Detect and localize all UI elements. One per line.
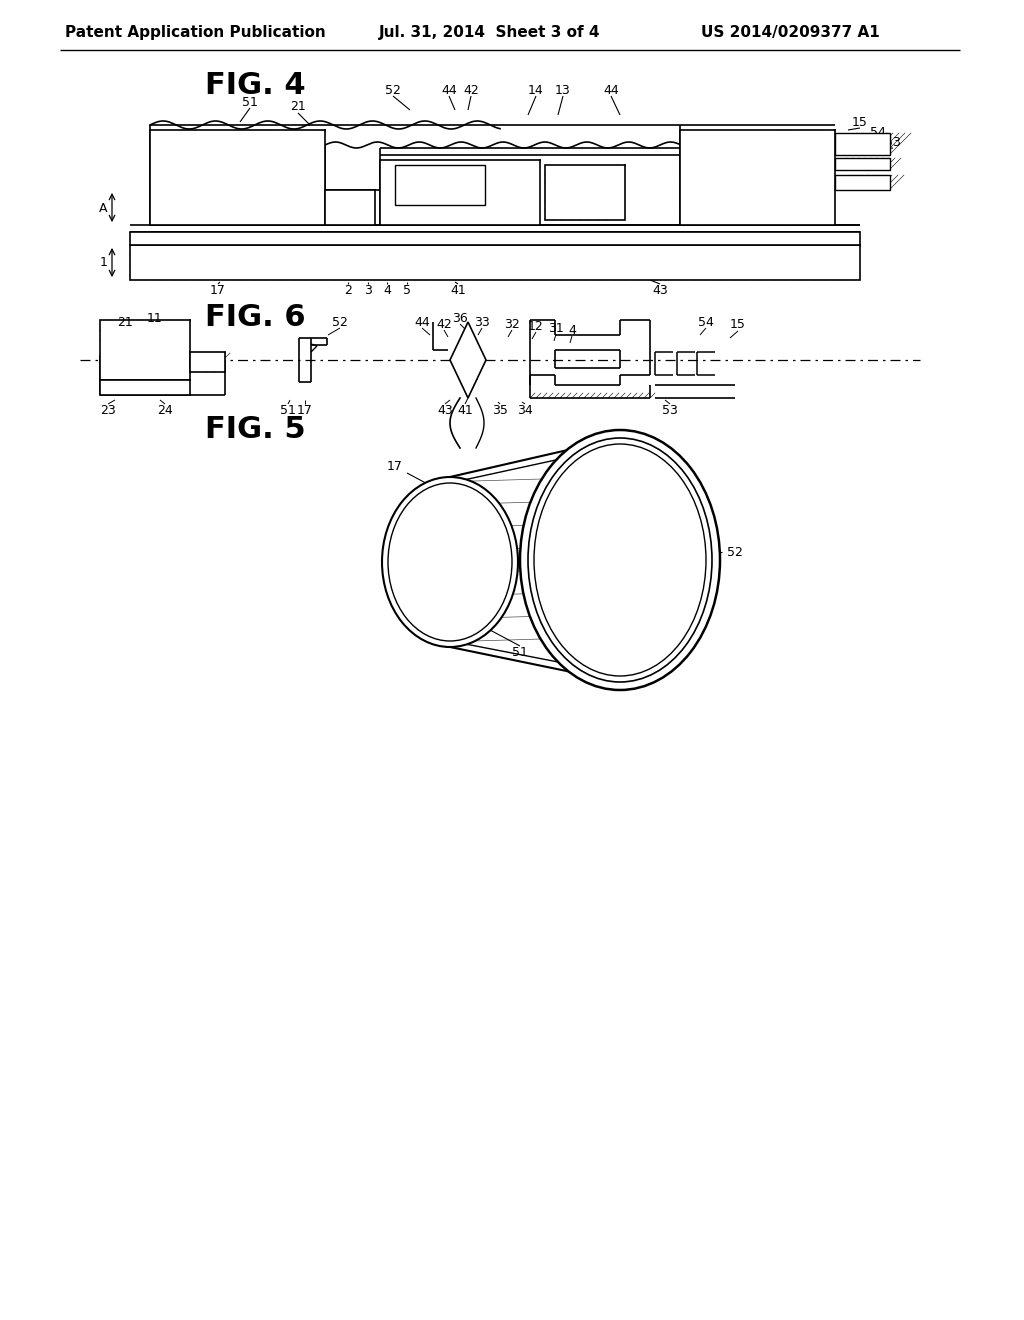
Text: 42: 42: [436, 318, 452, 330]
Text: 15: 15: [730, 318, 745, 331]
Text: 51: 51: [280, 404, 296, 417]
Text: 21: 21: [117, 315, 133, 329]
Text: 12: 12: [528, 319, 544, 333]
Text: 5: 5: [403, 284, 411, 297]
Bar: [380, 160, 540, 224]
Text: 43: 43: [437, 404, 453, 417]
Text: 52: 52: [727, 545, 743, 558]
Text: FIG. 4: FIG. 4: [205, 70, 305, 99]
Text: 15: 15: [852, 116, 868, 128]
Text: 36: 36: [453, 312, 468, 325]
Text: 17: 17: [297, 404, 313, 417]
Ellipse shape: [534, 444, 706, 676]
Text: A: A: [98, 202, 106, 214]
Text: 44: 44: [414, 315, 430, 329]
Text: Jul. 31, 2014  Sheet 3 of 4: Jul. 31, 2014 Sheet 3 of 4: [379, 25, 601, 41]
Bar: [325, 190, 375, 224]
Text: 2: 2: [344, 284, 352, 297]
Text: FIG. 6: FIG. 6: [205, 304, 305, 333]
Bar: [100, 319, 190, 380]
Polygon shape: [450, 322, 486, 399]
Bar: [395, 165, 485, 205]
Text: 54: 54: [698, 315, 714, 329]
Text: 52: 52: [332, 315, 348, 329]
Text: 13: 13: [555, 83, 570, 96]
Text: 52: 52: [385, 83, 401, 96]
Bar: [190, 352, 225, 372]
Ellipse shape: [528, 438, 712, 682]
Bar: [835, 176, 890, 190]
Text: 53: 53: [885, 136, 901, 149]
Text: 44: 44: [441, 83, 457, 96]
Text: 24: 24: [157, 404, 173, 417]
Text: 51: 51: [242, 95, 258, 108]
Text: 17: 17: [387, 461, 402, 474]
Text: 53: 53: [663, 404, 678, 417]
Text: 21: 21: [290, 100, 306, 114]
Text: 23: 23: [100, 404, 116, 417]
Text: 51: 51: [512, 647, 528, 660]
Text: 14: 14: [528, 83, 544, 96]
Text: 31: 31: [548, 322, 564, 334]
Text: 42: 42: [463, 83, 479, 96]
Text: FIG. 5: FIG. 5: [205, 416, 305, 445]
Ellipse shape: [388, 483, 512, 642]
Bar: [680, 129, 835, 224]
Text: 43: 43: [652, 284, 668, 297]
Ellipse shape: [382, 477, 518, 647]
Text: 35: 35: [493, 404, 508, 417]
Text: 4: 4: [568, 323, 575, 337]
Text: 1: 1: [100, 256, 108, 269]
Bar: [545, 165, 625, 220]
Bar: [835, 158, 890, 170]
Ellipse shape: [520, 430, 720, 690]
Text: 32: 32: [504, 318, 520, 330]
Text: 44: 44: [603, 83, 618, 96]
Text: 17: 17: [210, 284, 226, 297]
Bar: [130, 246, 860, 280]
Bar: [130, 232, 860, 246]
Text: 3: 3: [365, 284, 372, 297]
Bar: [100, 380, 190, 395]
Text: Patent Application Publication: Patent Application Publication: [65, 25, 326, 41]
Text: 41: 41: [451, 284, 466, 297]
Text: 41: 41: [457, 404, 473, 417]
Text: 4: 4: [383, 284, 391, 297]
Text: 34: 34: [517, 404, 532, 417]
Text: 11: 11: [147, 312, 163, 325]
Text: US 2014/0209377 A1: US 2014/0209377 A1: [700, 25, 880, 41]
Bar: [150, 129, 325, 224]
Text: 54: 54: [870, 125, 886, 139]
Text: 33: 33: [474, 315, 489, 329]
Bar: [835, 133, 890, 154]
